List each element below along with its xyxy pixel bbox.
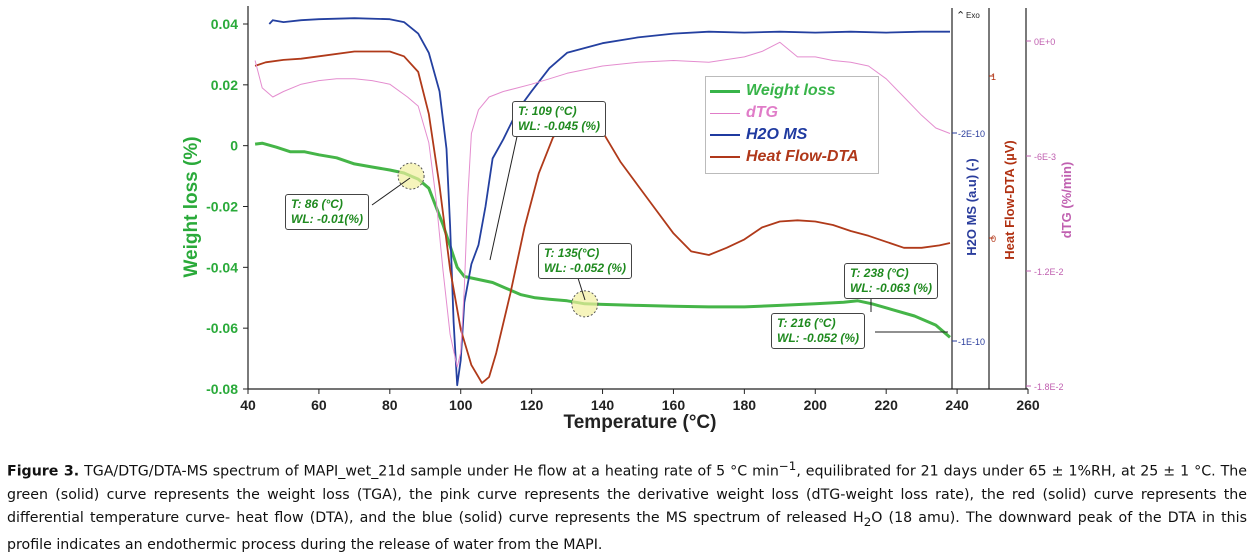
x-axis-label: Temperature (°C) [564, 412, 717, 433]
annotation-wl: WL: -0.01(%) [291, 212, 363, 226]
annotation-temp: T: 86 (°C) [291, 197, 343, 211]
annotation-box-135: T: 135(°C) WL: -0.052 (%) [538, 243, 633, 279]
x-tick-label: 100 [449, 397, 473, 413]
figure-caption: Figure 3. TGA/DTG/DTA-MS spectrum of MAP… [7, 455, 1247, 557]
annotation-wl: WL: -0.052 (%) [544, 261, 627, 275]
highlight-marker [571, 290, 599, 318]
series-line-h2o-ms [268, 17, 950, 387]
legend-label-h2o-ms: H2O MS [746, 126, 808, 143]
y-tick-label: -0.04 [206, 259, 238, 275]
y-tick-label: -0.06 [206, 320, 238, 336]
annotation-temp: T: 109 (°C) [518, 104, 577, 118]
annotation-box-216: T: 216 (°C) WL: -0.052 (%) [771, 313, 866, 349]
annotation-wl: WL: -0.052 (%) [777, 331, 860, 345]
caption-line-1-end: , equilibrated for 21 days under [796, 463, 1024, 480]
annotation-temp: T: 135(°C) [544, 246, 600, 260]
x-tick-label: 200 [804, 397, 828, 413]
caption-line-2: 65 ± 1%RH, at 25 ± 1 °C. The green (soli… [7, 463, 1247, 503]
highlight-marker [397, 162, 425, 190]
x-tick-label: 160 [662, 397, 686, 413]
x-tick-label: 260 [1016, 397, 1040, 413]
x-tick-label: 60 [311, 397, 327, 413]
x-tick-label: 80 [382, 397, 398, 413]
legend-label-dtg: dTG [746, 104, 778, 121]
annotation-temp: T: 216 (°C) [777, 316, 836, 330]
annotation-box-109: T: 109 (°C) WL: -0.045 (%) [512, 101, 607, 137]
x-tick-label: 240 [945, 397, 969, 413]
annotation-leader-line [371, 177, 411, 206]
legend: Weight loss dTG H2O MS Heat Flow-DTA [705, 76, 879, 174]
x-tick-label: 220 [875, 397, 899, 413]
legend-item-weight-loss: Weight loss [710, 81, 836, 101]
series-line-dtg [254, 41, 951, 368]
x-tick-label: 120 [520, 397, 544, 413]
y-tick-label: 0.04 [211, 16, 238, 32]
annotation-box-238: T: 238 (°C) WL: -0.063 (%) [844, 263, 939, 299]
x-tick-label: 140 [591, 397, 615, 413]
caption-line-4a: of released H [766, 509, 864, 526]
ms-axis-label: H2O MS (a.u) (-) [964, 158, 979, 256]
legend-item-dtg: dTG [710, 103, 778, 123]
caption-line-1: TGA/DTG/DTA-MS spectrum of MAPI_wet_21d … [84, 463, 779, 480]
dta-tick-label: 1 [991, 72, 996, 82]
series-line-weight-loss [254, 141, 951, 339]
legend-label-heat-flow: Heat Flow-DTA [746, 148, 859, 165]
chart: 40 60 80 100 120 140 160 180 200 220 240 260Tempera… [181, 6, 1074, 433]
y-tick-label: 0 [230, 138, 238, 154]
dtg-tick-label: -6E-3 [1034, 152, 1056, 162]
exo-marker: Exo [966, 11, 980, 20]
annotation-box-86: T: 86 (°C) WL: -0.01(%) [285, 194, 369, 230]
ms-tick-label: -2E-10 [958, 129, 985, 139]
ms-tick-label: -1E-10 [958, 337, 985, 347]
y-tick-label: 0.02 [211, 77, 238, 93]
annotation-leader-line [489, 131, 519, 261]
x-tick-label: 180 [733, 397, 757, 413]
annotation-leader-line [577, 277, 586, 301]
annotation-temp: T: 238 (°C) [850, 266, 909, 280]
annotation-wl: WL: -0.063 (%) [850, 281, 933, 295]
caption-subscript: 2 [863, 514, 872, 529]
caption-superscript: −1 [778, 459, 797, 473]
dta-axis-label: Heat Flow-DTA (µV) [1002, 140, 1017, 259]
dtg-axis-label: dTG (%/min) [1059, 162, 1074, 239]
dtg-tick-label: -1.8E-2 [1034, 382, 1064, 392]
annotation-wl: WL: -0.045 (%) [518, 119, 601, 133]
x-tick-label: 40 [240, 397, 256, 413]
dtg-tick-label: -1.2E-2 [1034, 267, 1064, 277]
axes-group: 40 60 80 100 120 140 160 180 200 220 240 260Tempera… [181, 6, 1074, 433]
y-tick-label: -0.02 [206, 199, 238, 215]
caption-prefix: Figure 3. [7, 463, 80, 480]
legend-label-weight-loss: Weight loss [746, 82, 836, 99]
caption-line-3: loss rate), the red (solid) curve repres… [7, 486, 1247, 526]
y-axis-label: Weight loss (%) [181, 136, 202, 277]
legend-item-h2o-ms: H2O MS [710, 125, 807, 145]
legend-item-heat-flow: Heat Flow-DTA [710, 147, 859, 167]
exo-arrow-icon: ⌃ [956, 10, 965, 22]
dtg-tick-label: 0E+0 [1034, 37, 1055, 47]
caption-line-4b: O (18 amu). The downward peak of the DTA… [7, 509, 1247, 553]
y-tick-label: -0.08 [206, 381, 238, 397]
dta-tick-label: 0 [991, 234, 996, 244]
